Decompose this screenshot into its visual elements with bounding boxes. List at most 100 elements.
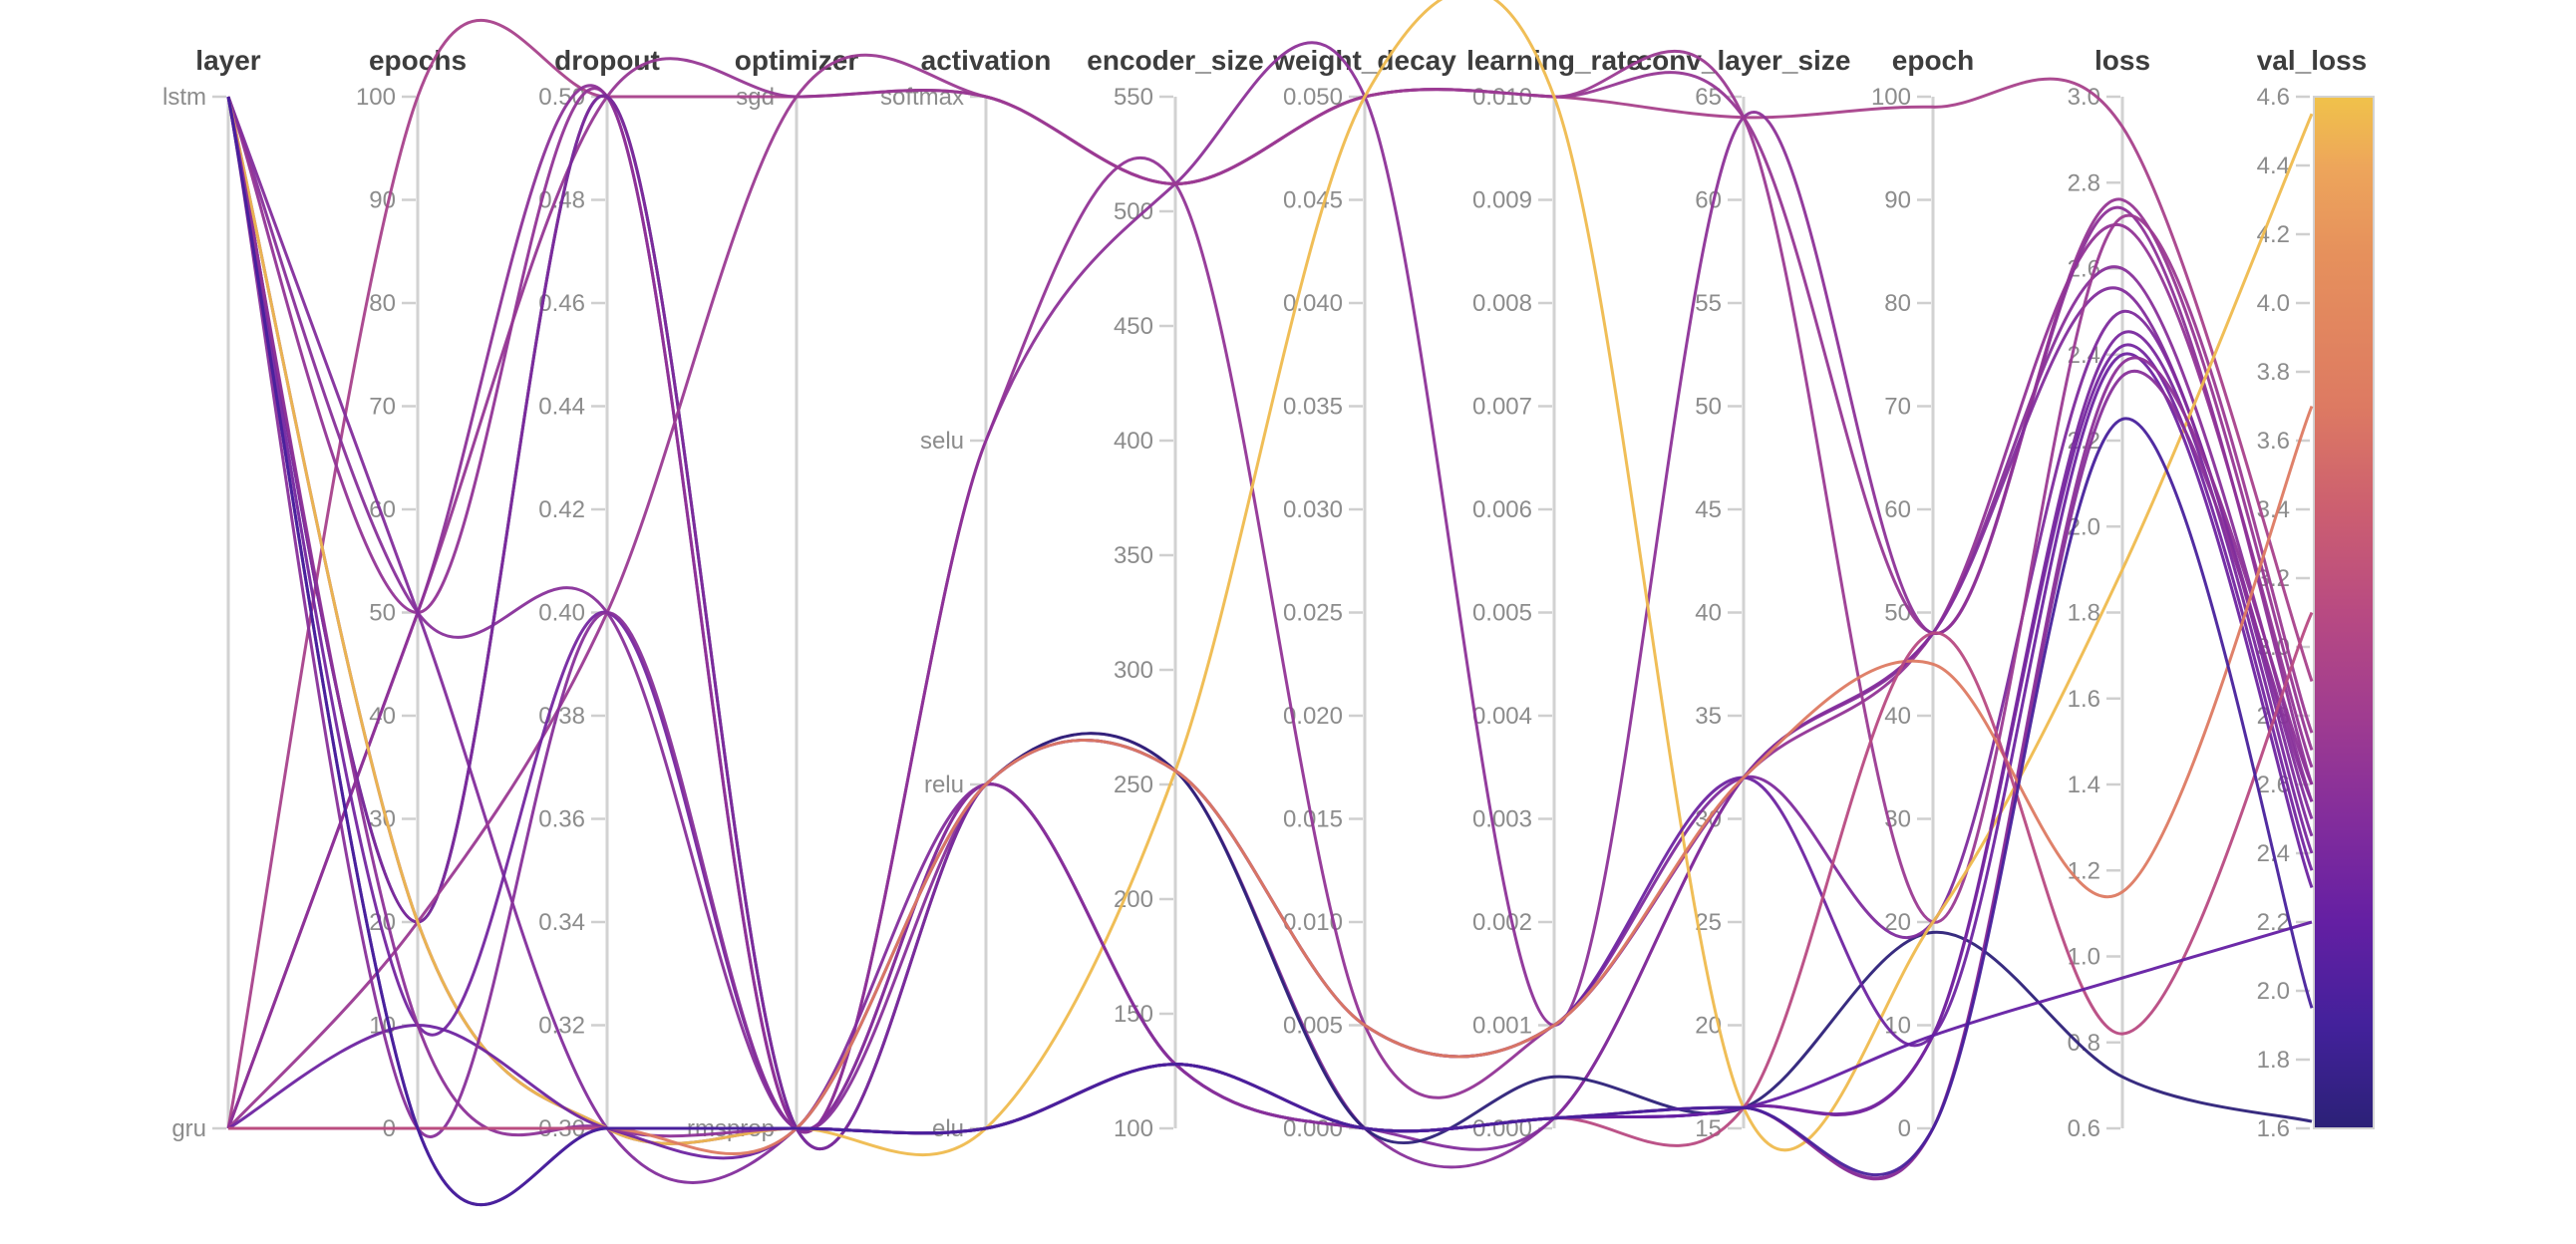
axis-activation: activation softmax selu relu elu bbox=[880, 45, 1051, 1142]
run-line-18[interactable] bbox=[226, 96, 2314, 1207]
axis-title-layer[interactable]: layer bbox=[195, 45, 260, 76]
tick-label-weight_decay: 0.045 bbox=[1283, 187, 1343, 214]
tick-label-learning_rate: 0.010 bbox=[1472, 84, 1532, 111]
tick-label-val_loss: 4.0 bbox=[2257, 290, 2290, 317]
tick-label-activation: selu bbox=[920, 428, 964, 455]
tick-label-dropout: 0.42 bbox=[538, 496, 585, 523]
tick-label-epochs: 70 bbox=[369, 394, 396, 421]
tick-label-epoch: 50 bbox=[1884, 600, 1911, 627]
tick-label-dropout: 0.44 bbox=[538, 394, 585, 421]
tick-label-loss: 0.8 bbox=[2068, 1030, 2100, 1057]
tick-label-epochs: 100 bbox=[356, 84, 396, 111]
tick-label-loss: 2.8 bbox=[2068, 169, 2100, 196]
tick-label-learning_rate: 0.001 bbox=[1472, 1013, 1532, 1040]
axis-title-dropout[interactable]: dropout bbox=[554, 45, 660, 76]
tick-label-epoch: 70 bbox=[1884, 394, 1911, 421]
tick-label-val_loss: 3.6 bbox=[2257, 428, 2290, 455]
tick-label-encoder_size: 350 bbox=[1114, 542, 1153, 569]
tick-label-learning_rate: 0.006 bbox=[1472, 496, 1532, 523]
tick-label-conv_layer_size: 40 bbox=[1695, 600, 1722, 627]
tick-label-epoch: 80 bbox=[1884, 290, 1911, 317]
tick-label-dropout: 0.36 bbox=[538, 806, 585, 833]
tick-label-learning_rate: 0.005 bbox=[1472, 600, 1532, 627]
tick-label-weight_decay: 0.025 bbox=[1283, 600, 1343, 627]
tick-label-weight_decay: 0.030 bbox=[1283, 496, 1343, 523]
run-line-1[interactable] bbox=[226, 96, 2314, 1169]
axis-title-learning_rate[interactable]: learning_rate bbox=[1466, 45, 1642, 76]
tick-label-loss: 1.6 bbox=[2068, 686, 2100, 713]
axis-val_loss: val_loss4.64.44.24.03.83.63.43.23.02.82.… bbox=[2257, 45, 2375, 1142]
axis-layer: layer lstm gru bbox=[162, 45, 261, 1142]
tick-label-epoch: 10 bbox=[1884, 1013, 1911, 1040]
run-line-2[interactable] bbox=[226, 87, 2314, 1134]
axis-title-encoder_size[interactable]: encoder_size bbox=[1087, 45, 1263, 76]
axis-title-activation[interactable]: activation bbox=[921, 45, 1052, 76]
tick-label-val_loss: 2.0 bbox=[2257, 978, 2290, 1005]
axis-weight_decay: weight_decay 0.050 0.045 0.040 0.035 0.030 0.0… bbox=[1272, 45, 1456, 1142]
tick-label-val_loss: 1.8 bbox=[2257, 1047, 2290, 1074]
tick-label-epoch: 60 bbox=[1884, 496, 1911, 523]
tick-label-conv_layer_size: 50 bbox=[1695, 394, 1722, 421]
tick-label-dropout: 0.34 bbox=[538, 909, 585, 936]
tick-label-loss: 1.4 bbox=[2068, 772, 2100, 798]
axis-title-val_loss[interactable]: val_loss bbox=[2257, 45, 2368, 76]
run-line-10[interactable] bbox=[226, 0, 2314, 1156]
axis-encoder_size: encoder_size5505004504003503002502001501… bbox=[1087, 45, 1263, 1142]
tick-label-dropout: 0.46 bbox=[538, 290, 585, 317]
tick-label-learning_rate: 0.008 bbox=[1472, 290, 1532, 317]
run-line-14[interactable] bbox=[226, 96, 2314, 1180]
tick-label-dropout: 0.32 bbox=[538, 1013, 585, 1040]
tick-label-conv_layer_size: 35 bbox=[1695, 703, 1722, 730]
tick-label-learning_rate: 0.002 bbox=[1472, 909, 1532, 936]
tick-label-conv_layer_size: 60 bbox=[1695, 187, 1722, 214]
val-loss-colorbar bbox=[2313, 96, 2375, 1129]
run-line-15[interactable] bbox=[227, 405, 2314, 1155]
tick-label-encoder_size: 400 bbox=[1114, 428, 1153, 455]
axis-title-weight_decay[interactable]: weight_decay bbox=[1272, 45, 1456, 76]
tick-label-epochs: 50 bbox=[369, 600, 396, 627]
tick-label-weight_decay: 0.050 bbox=[1283, 84, 1343, 111]
tick-label-encoder_size: 550 bbox=[1114, 84, 1153, 111]
tick-label-activation: relu bbox=[924, 772, 964, 798]
tick-label-val_loss: 4.6 bbox=[2257, 84, 2290, 111]
tick-label-loss: 0.6 bbox=[2068, 1115, 2100, 1142]
tick-label-val_loss: 1.6 bbox=[2257, 1115, 2290, 1142]
tick-label-learning_rate: 0.007 bbox=[1472, 394, 1532, 421]
tick-label-learning_rate: 0.004 bbox=[1472, 703, 1532, 730]
tick-label-loss: 1.2 bbox=[2068, 857, 2100, 884]
axis-title-epochs[interactable]: epochs bbox=[369, 45, 467, 76]
axis-learning_rate: learning_rate 0.010 0.009 0.008 0.007 0.006 0.… bbox=[1466, 45, 1642, 1142]
run-lines bbox=[226, 0, 2314, 1207]
tick-label-conv_layer_size: 45 bbox=[1695, 496, 1722, 523]
axis-title-loss[interactable]: loss bbox=[2094, 45, 2150, 76]
tick-label-dropout: 0.50 bbox=[538, 84, 585, 111]
tick-label-weight_decay: 0.040 bbox=[1283, 290, 1343, 317]
tick-label-epoch: 40 bbox=[1884, 703, 1911, 730]
tick-label-loss: 1.8 bbox=[2068, 600, 2100, 627]
tick-label-epoch: 0 bbox=[1898, 1115, 1911, 1142]
tick-label-activation: softmax bbox=[880, 84, 964, 111]
tick-label-weight_decay: 0.035 bbox=[1283, 394, 1343, 421]
tick-label-epoch: 90 bbox=[1884, 187, 1911, 214]
tick-label-activation: elu bbox=[932, 1115, 964, 1142]
tick-label-encoder_size: 250 bbox=[1114, 772, 1153, 798]
tick-label-layer: lstm bbox=[162, 84, 206, 111]
tick-label-conv_layer_size: 55 bbox=[1695, 290, 1722, 317]
tick-label-layer: gru bbox=[171, 1115, 206, 1142]
axis-title-epoch[interactable]: epoch bbox=[1892, 45, 1974, 76]
tick-label-encoder_size: 100 bbox=[1114, 1115, 1153, 1142]
tick-label-learning_rate: 0.003 bbox=[1472, 806, 1532, 833]
tick-label-encoder_size: 450 bbox=[1114, 313, 1153, 340]
tick-label-epochs: 80 bbox=[369, 290, 396, 317]
tick-label-val_loss: 3.8 bbox=[2257, 359, 2290, 386]
tick-label-dropout: 0.40 bbox=[538, 600, 585, 627]
tick-label-learning_rate: 0.009 bbox=[1472, 187, 1532, 214]
tick-label-val_loss: 4.4 bbox=[2257, 153, 2290, 179]
tick-label-weight_decay: 0.005 bbox=[1283, 1013, 1343, 1040]
tick-label-encoder_size: 300 bbox=[1114, 657, 1153, 684]
